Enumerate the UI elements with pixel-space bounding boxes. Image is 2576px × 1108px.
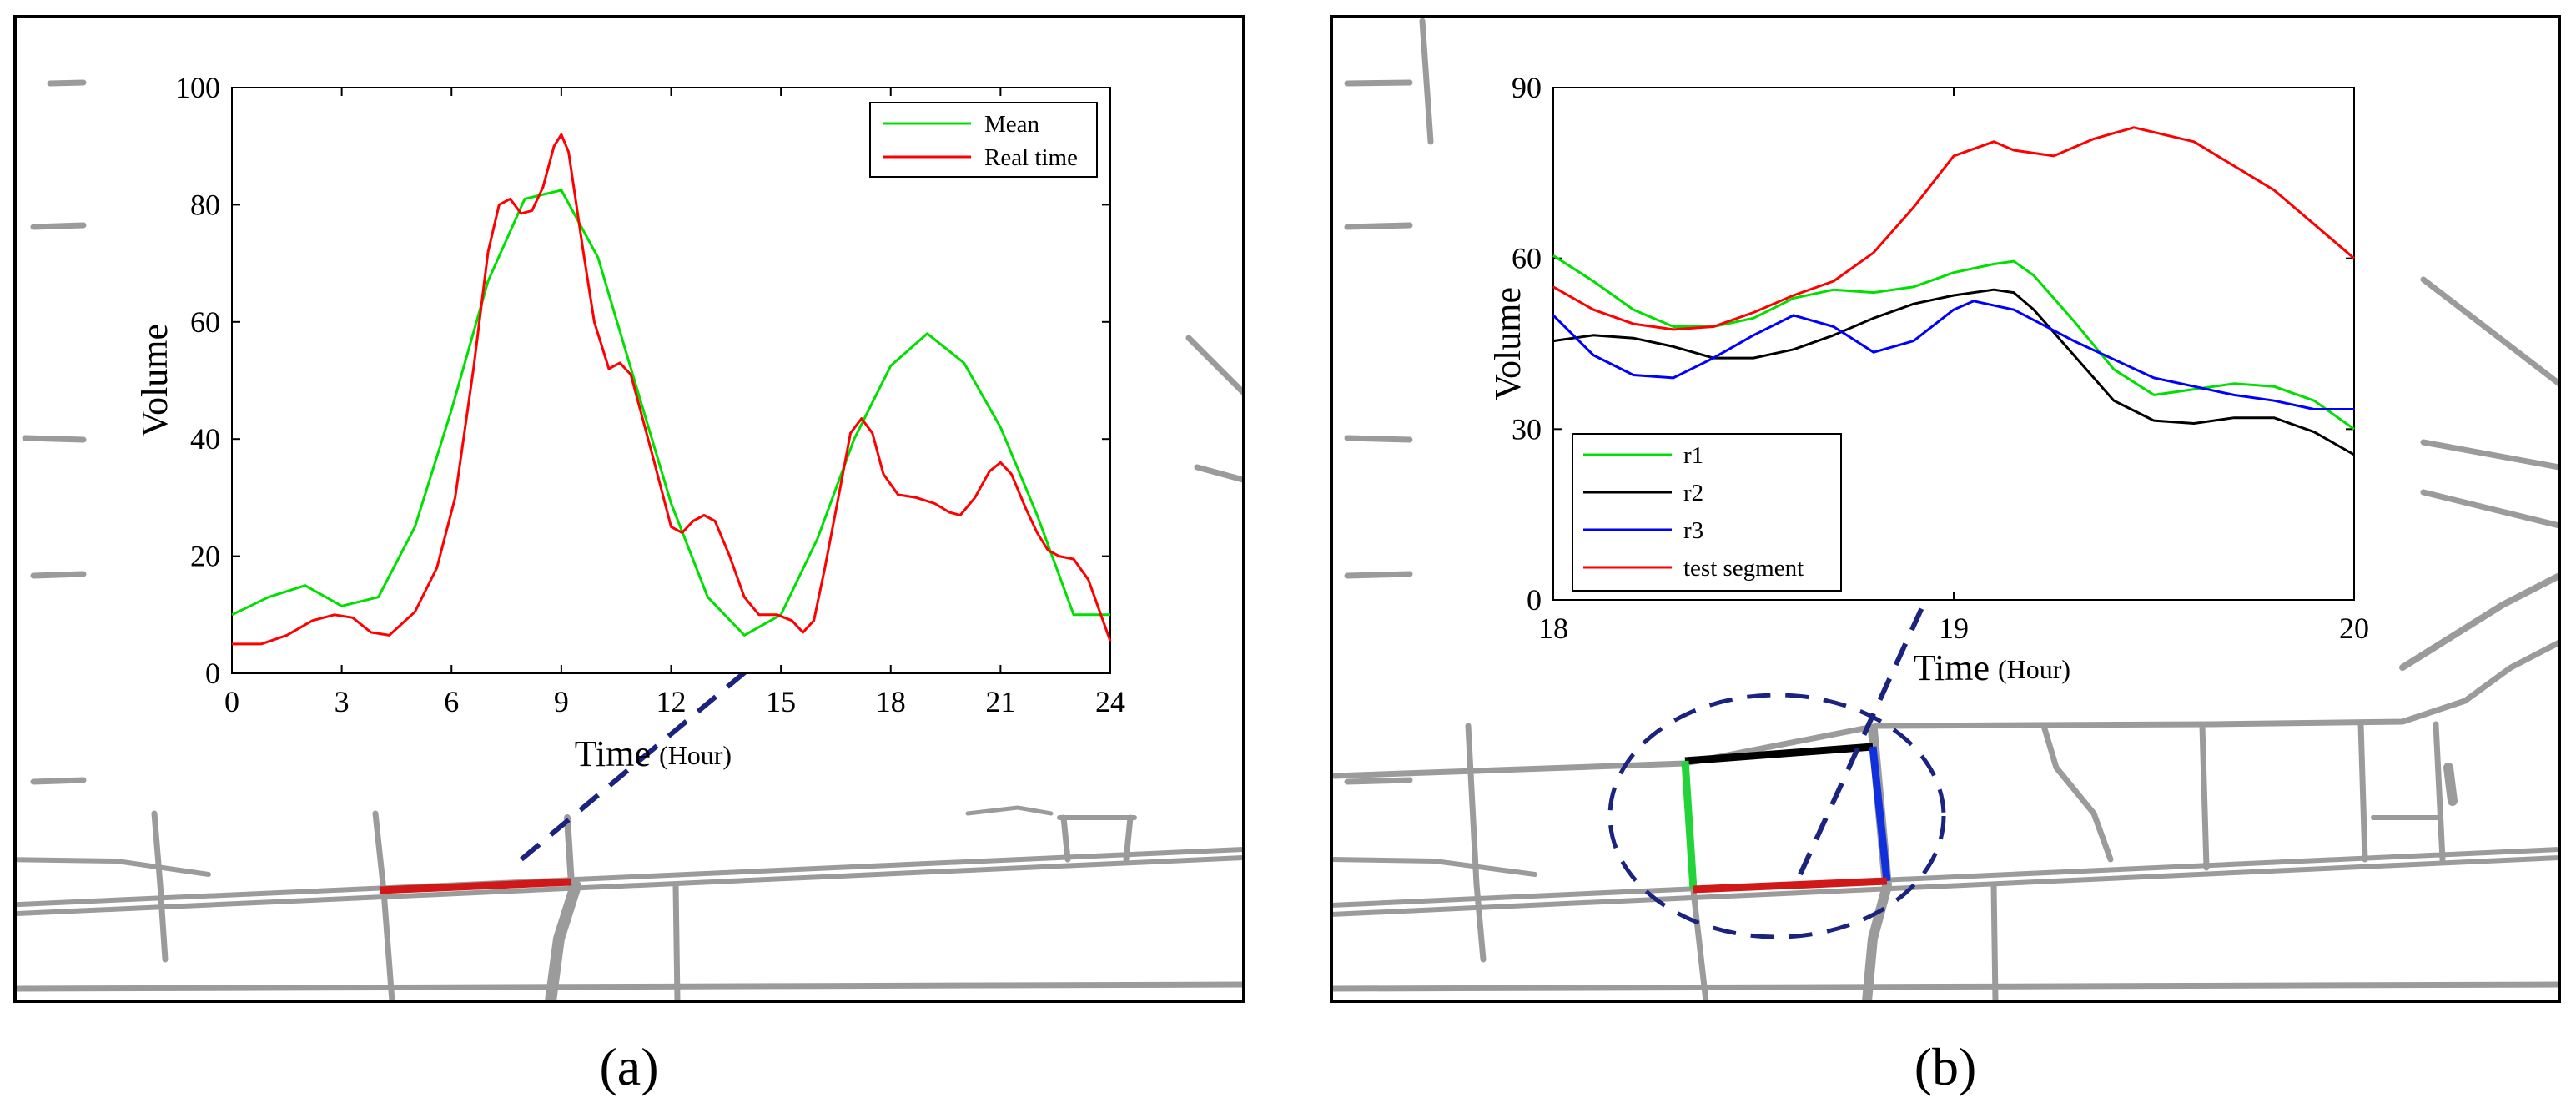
x-axis-unit-a: (Hour) (659, 740, 732, 770)
x-tick-label-b: 18 (1538, 612, 1568, 645)
legend-box-a (869, 102, 1098, 178)
y-tick-label-a: 20 (190, 540, 220, 573)
legend-b: r1 r2 r3 test segment (1572, 433, 1842, 592)
test-road-segment-b (1693, 877, 1888, 894)
x-axis-label-a: Time (575, 733, 651, 774)
legend-label-r3: r3 (1683, 517, 1703, 544)
x-tick-label-a: 21 (985, 685, 1015, 718)
x-axis-unit-b: (Hour) (1998, 654, 2070, 684)
neighborhood-ellipse (1607, 692, 1946, 939)
y-tick-label-b: 90 (1512, 71, 1542, 104)
series-line-mean (231, 189, 1110, 637)
legend-label-r1: r1 (1683, 442, 1703, 469)
x-tick-label-a: 6 (444, 685, 459, 718)
panel-a: 0 3 6 9 12 15 18 21 24 0 20 40 60 80 100 Time (Hour) V… (13, 15, 1245, 1096)
x-tick-label-b: 20 (2339, 612, 2369, 645)
series-line-real-time (232, 133, 1112, 646)
series-line-r3 (1552, 300, 2354, 410)
legend-box-b (1572, 433, 1842, 592)
y-axis-label-b: Volume (1487, 287, 1528, 400)
legend-label-real-time: Real time (984, 144, 1078, 171)
y-tick-label-b: 0 (1527, 583, 1542, 617)
chart-b: 18 19 20 0 30 60 90 Time (Hour) Volume r1 r2 r… (1487, 71, 2369, 688)
test-road-segment (379, 878, 572, 894)
y-tick-label-b: 30 (1512, 412, 1542, 446)
road-r3 (1869, 746, 1891, 882)
y-tick-label-b: 60 (1512, 242, 1542, 275)
x-tick-label-a: 12 (657, 685, 687, 718)
series-line-r2 (1552, 288, 2355, 456)
axis-ticks-a: 0 3 6 9 12 15 18 21 24 0 20 40 60 80 100 (175, 71, 1125, 718)
panel-label-a: (a) (599, 1037, 658, 1096)
x-tick-label-a: 9 (554, 685, 569, 718)
panel-label-b: (b) (1914, 1037, 1977, 1096)
series-group-a (231, 133, 1112, 646)
x-tick-label-a: 15 (766, 685, 796, 718)
panel-a-frame (13, 15, 1245, 1003)
y-tick-label-a: 100 (175, 71, 220, 104)
axis-ticks-b: 18 19 20 0 30 60 90 (1512, 71, 2369, 645)
legend-label-r2: r2 (1683, 480, 1703, 506)
x-tick-label-b: 19 (1939, 612, 1969, 645)
series-group-b (1552, 126, 2355, 456)
series-line-test-segment (1552, 126, 2355, 331)
road-r2 (1684, 743, 1874, 765)
legend-a: Mean Real time (869, 102, 1098, 178)
chart-a: 0 3 6 9 12 15 18 21 24 0 20 40 60 80 100 Time (Hour) V… (134, 71, 1125, 774)
panel-b-frame (1330, 15, 2561, 1003)
y-tick-label-a: 80 (190, 188, 220, 221)
x-axis-label-b: Time (1914, 647, 1990, 688)
x-tick-label-a: 18 (876, 685, 906, 718)
panel-b: 18 19 20 0 30 60 90 Time (Hour) Volume r1 r2 r… (1330, 15, 2561, 1096)
y-tick-label-a: 40 (190, 422, 220, 456)
road-map-a (15, 79, 1244, 1001)
y-tick-label-a: 60 (190, 305, 220, 339)
road-r1 (1681, 760, 1698, 890)
plot-area-a (231, 87, 1111, 674)
x-tick-label-a: 24 (1095, 685, 1125, 718)
y-axis-label-a: Volume (134, 324, 175, 437)
road-map-b (1331, 18, 2559, 1001)
y-tick-label-a: 0 (205, 657, 220, 690)
x-tick-label-a: 3 (335, 685, 350, 718)
x-tick-label-a: 0 (224, 685, 239, 718)
series-line-r1 (1552, 254, 2355, 431)
legend-label-test-segment: test segment (1683, 555, 1804, 582)
legend-label-mean: Mean (984, 111, 1040, 138)
